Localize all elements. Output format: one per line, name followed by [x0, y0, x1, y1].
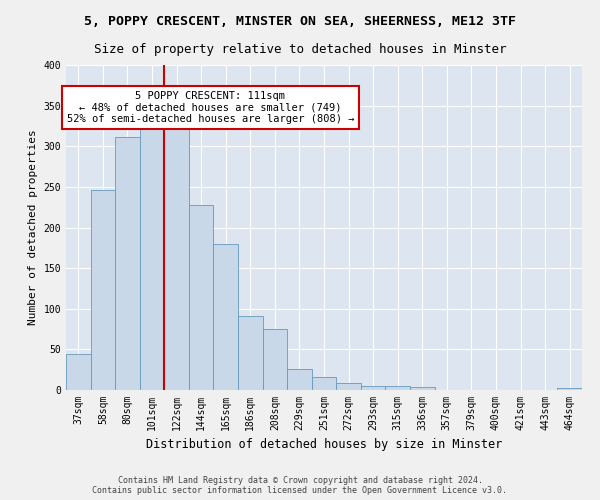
Bar [66, 354, 91, 390]
Bar [214, 244, 238, 390]
Text: 5 POPPY CRESCENT: 111sqm
← 48% of detached houses are smaller (749)
52% of semi-: 5 POPPY CRESCENT: 111sqm ← 48% of detach… [67, 91, 354, 124]
Bar [263, 329, 287, 390]
Bar [312, 377, 336, 390]
Bar [336, 382, 361, 390]
Bar [140, 118, 164, 390]
Bar [410, 387, 434, 390]
Bar [164, 118, 189, 390]
Bar [91, 190, 115, 390]
Y-axis label: Number of detached properties: Number of detached properties [28, 130, 38, 326]
Bar [115, 136, 140, 390]
X-axis label: Distribution of detached houses by size in Minster: Distribution of detached houses by size … [146, 438, 502, 452]
Bar [238, 316, 263, 390]
Text: Size of property relative to detached houses in Minster: Size of property relative to detached ho… [94, 42, 506, 56]
Bar [189, 205, 214, 390]
Bar [557, 388, 582, 390]
Bar [385, 386, 410, 390]
Bar [361, 386, 385, 390]
Text: 5, POPPY CRESCENT, MINSTER ON SEA, SHEERNESS, ME12 3TF: 5, POPPY CRESCENT, MINSTER ON SEA, SHEER… [84, 15, 516, 28]
Bar [287, 369, 312, 390]
Text: Contains HM Land Registry data © Crown copyright and database right 2024.
Contai: Contains HM Land Registry data © Crown c… [92, 476, 508, 495]
